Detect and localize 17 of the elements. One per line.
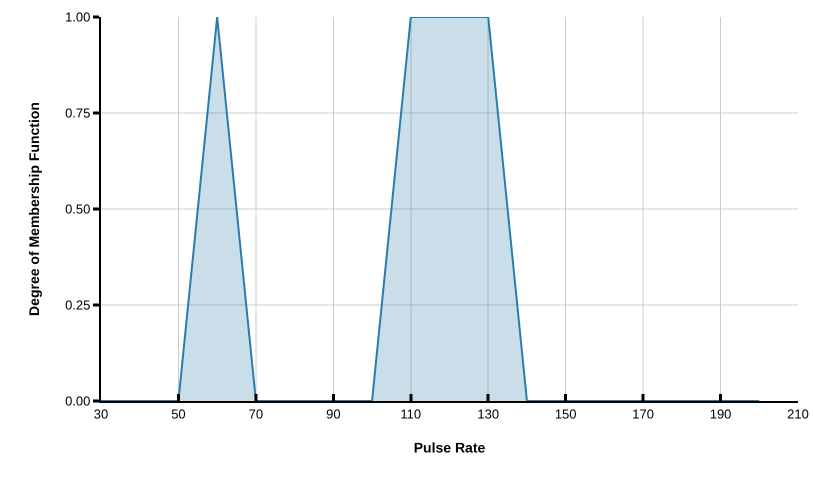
x-axis-title: Pulse Rate (414, 439, 486, 456)
y-tick-label: 0.25 (65, 298, 90, 313)
x-tick-label: 130 (477, 406, 500, 422)
x-tick-label: 90 (326, 406, 341, 422)
y-tick-label: 0.50 (65, 202, 90, 217)
x-tick-label: 50 (171, 406, 186, 422)
y-tick-label: 1.00 (65, 10, 90, 25)
x-tick-label: 70 (248, 406, 264, 422)
y-tick-label: 0.75 (65, 106, 90, 121)
x-tick-label: 110 (400, 406, 422, 422)
y-tick-label: 0.00 (65, 394, 90, 409)
x-tick-label: 170 (632, 406, 654, 422)
x-tick-label: 190 (710, 406, 732, 422)
x-tick-label: 30 (94, 406, 108, 422)
x-tick-label: 210 (787, 406, 809, 422)
y-axis-title: Degree of Membership Function (26, 102, 42, 316)
x-tick-label: 150 (554, 406, 577, 422)
